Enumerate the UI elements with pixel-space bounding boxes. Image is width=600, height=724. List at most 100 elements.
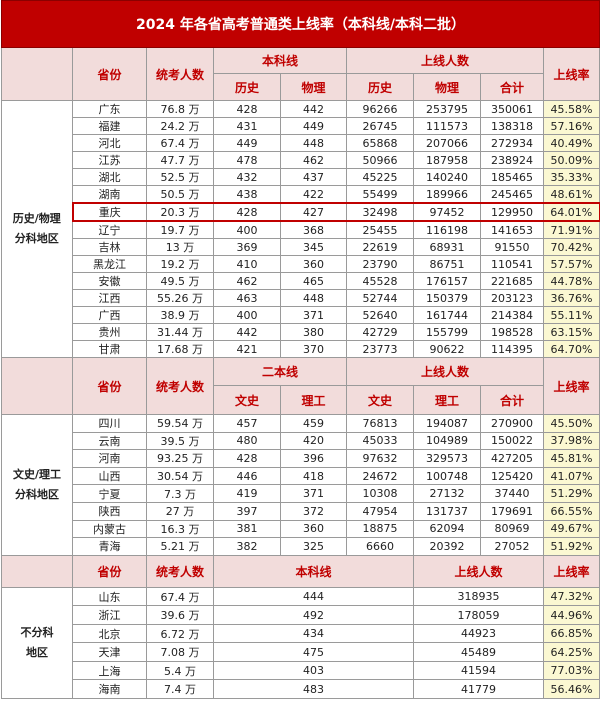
exam-count-cell: 39.5 万	[146, 431, 214, 451]
pass-rate-header: 上线率	[542, 47, 600, 101]
passed-b-cell: 329573	[413, 449, 481, 468]
passed-total-cell: 221685	[480, 272, 544, 290]
cutoff-b-cell: 462	[280, 151, 347, 169]
passed-total-cell: 150022	[480, 431, 544, 451]
exam-count-cell: 49.5 万	[146, 272, 214, 290]
cutoff-a-cell: 449	[213, 134, 281, 152]
cutoff-b-cell: 370	[280, 340, 347, 358]
cutoff-a-cell: 400	[213, 306, 281, 324]
pass-rate-cell: 64.01%	[542, 202, 600, 222]
passed-a-cell: 25455	[346, 220, 414, 239]
group-header-blank	[1, 357, 73, 415]
exam-count-cell: 50.5 万	[146, 185, 214, 204]
cutoff-a-cell: 419	[213, 484, 281, 503]
exam-count-cell: 30.54 万	[146, 466, 214, 486]
passed-a-cell: 18875	[346, 519, 414, 539]
table-row: 贵州 31.44 万 442 380 42729 155799 198528 63.15%	[2, 323, 600, 341]
pass-rate-cell: 48.61%	[542, 185, 600, 204]
passed-b-cell: 140240	[413, 168, 481, 186]
exam-count-header: 统考人数	[146, 47, 214, 101]
province-cell: 内蒙古	[72, 519, 147, 539]
pass-rate-cell: 66.85%	[542, 623, 600, 644]
passed-a-cell: 52744	[346, 289, 414, 307]
exam-count-cell: 67.4 万	[146, 134, 214, 152]
passed-a-cell: 76813	[346, 414, 414, 433]
pass-rate-cell: 44.78%	[542, 272, 600, 290]
cutoff-b-cell: 360	[280, 519, 347, 539]
passed-a-cell: 24672	[346, 466, 414, 486]
exam-count-cell: 24.2 万	[146, 117, 214, 135]
passed-total-cell: 198528	[480, 323, 544, 341]
cutoff-a-cell: 397	[213, 501, 281, 521]
cutoff-a-cell: 428	[213, 449, 281, 468]
cutoff-a-cell: 480	[213, 431, 281, 451]
cutoff-a-cell: 428	[213, 202, 281, 222]
passed-total-cell: 37440	[480, 484, 544, 503]
table-row: 湖北 52.5 万 432 437 45225 140240 185465 35.33%	[2, 168, 600, 186]
pass-rate-cell: 55.11%	[542, 306, 600, 324]
subheader-total: 合计	[480, 385, 544, 415]
pass-rate-cell: 66.55%	[542, 501, 600, 521]
passed-a-cell: 55499	[346, 185, 414, 204]
province-cell: 吉林	[72, 238, 147, 256]
passed-total-cell: 41779	[413, 679, 544, 699]
cutoff-cell: 444	[213, 586, 414, 607]
region-group-label: 历史/物理 分科地区	[1, 100, 73, 358]
passed-total-cell: 138318	[480, 117, 544, 135]
cutoff-a-cell: 400	[213, 220, 281, 239]
pass-rate-cell: 41.07%	[542, 466, 600, 486]
subheader-total: 合计	[480, 73, 544, 101]
passed-b-cell: 68931	[413, 238, 481, 256]
cutoff-b-cell: 420	[280, 431, 347, 451]
province-cell: 重庆	[71, 202, 147, 222]
passed-total-cell: 179691	[480, 501, 544, 521]
province-cell: 青海	[72, 537, 147, 556]
pass-rate-cell: 64.70%	[542, 340, 600, 358]
cutoff-a-cell: 432	[213, 168, 281, 186]
cutoff-line-header: 本科线	[213, 47, 347, 74]
province-cell: 天津	[72, 642, 147, 662]
cutoff-b-cell: 418	[280, 466, 347, 486]
passed-b-cell: 20392	[413, 537, 481, 556]
province-header: 省份	[72, 47, 147, 101]
province-cell: 广西	[72, 306, 147, 324]
province-cell: 四川	[72, 414, 147, 433]
table-row: 陕西 27 万 397 372 47954 131737 179691 66.55%	[2, 501, 600, 521]
passed-a-cell: 65868	[346, 134, 414, 152]
group-header-blank	[1, 554, 73, 588]
cutoff-a-cell: 421	[213, 340, 281, 358]
cutoff-a-cell: 462	[213, 272, 281, 290]
pass-rate-cell: 51.29%	[542, 484, 600, 503]
exam-count-cell: 6.72 万	[146, 623, 214, 644]
table-row: 福建 24.2 万 431 449 26745 111573 138318 57.16%	[2, 117, 600, 135]
passed-total-cell: 129950	[480, 202, 544, 222]
passed-b-cell: 176157	[413, 272, 481, 290]
cutoff-b-cell: 427	[280, 202, 347, 222]
province-cell: 河南	[72, 449, 147, 468]
exam-count-cell: 93.25 万	[146, 449, 214, 468]
province-cell: 北京	[72, 623, 147, 644]
cutoff-b-cell: 368	[280, 220, 347, 239]
passed-total-cell: 238924	[480, 151, 544, 169]
exam-count-cell: 76.8 万	[146, 100, 214, 118]
exam-count-cell: 20.3 万	[146, 202, 214, 222]
province-cell: 山西	[72, 466, 147, 486]
province-header: 省份	[72, 554, 147, 588]
passed-a-cell: 52640	[346, 306, 414, 324]
table-row: 黑龙江 19.2 万 410 360 23790 86751 110541 57.57%	[2, 255, 600, 273]
cutoff-b-cell: 459	[280, 414, 347, 433]
passed-b-cell: 207066	[413, 134, 481, 152]
exam-count-header: 统考人数	[146, 554, 214, 588]
pass-rate-cell: 63.15%	[542, 323, 600, 341]
pass-rate-cell: 64.25%	[542, 642, 600, 662]
table-row: 历史/物理 分科地区 广东 76.8 万 428 442 96266 253795 350061…	[1, 100, 600, 358]
region-group-line: 分科地区	[14, 232, 59, 245]
passed-b-cell: 161744	[413, 306, 481, 324]
passed-total-cell: 44923	[413, 623, 544, 644]
cutoff-a-cell: 428	[213, 100, 281, 118]
cutoff-a-cell: 410	[213, 255, 281, 273]
table-row: 文史/理工 分科地区 四川 59.54 万 457 459 76813 194087 27090…	[1, 414, 600, 556]
passed-a-cell: 26745	[346, 117, 414, 135]
region-group-label: 文史/理工 分科地区	[1, 414, 73, 556]
